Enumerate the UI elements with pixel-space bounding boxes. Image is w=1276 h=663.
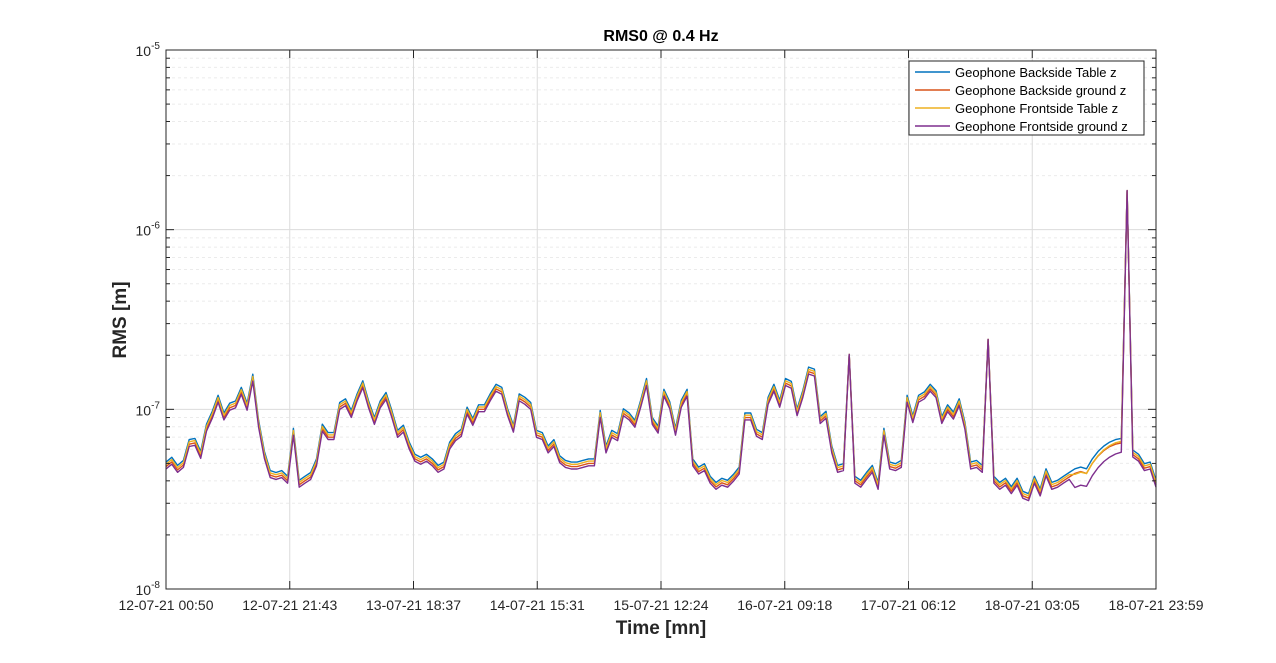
x-tick-label: 13-07-21 18:37	[366, 597, 461, 613]
legend-box	[908, 60, 1145, 136]
legend-entry: Geophone Backside ground z	[955, 83, 1126, 98]
y-tick-label: 10-5	[136, 41, 161, 59]
chart-title: RMS0 @ 0.4 Hz	[603, 28, 718, 45]
legend-entry: Geophone Frontside ground z	[955, 119, 1128, 134]
x-tick-label: 17-07-21 06:12	[861, 597, 956, 613]
series-line-4	[165, 189, 1157, 502]
x-tick-labels: 12-07-21 00:50 12-07-21 21:43 13-07-21 18:…	[119, 597, 1204, 613]
x-axis-label: Time [mn]	[616, 618, 706, 639]
legend-entry: Geophone Backside Table z	[955, 65, 1117, 80]
series-lines	[165, 189, 1157, 502]
y-axis-label: RMS [m]	[110, 281, 131, 358]
x-tick-label: 18-07-21 23:59	[1109, 597, 1204, 613]
y-tick-label: 10-6	[136, 221, 161, 239]
y-tick-label: 10-8	[136, 580, 161, 598]
axis-ticks	[165, 49, 1157, 590]
x-tick-label: 14-07-21 15:31	[490, 597, 585, 613]
x-tick-label: 12-07-21 00:50	[119, 597, 214, 613]
x-tick-label: 18-07-21 03:05	[985, 597, 1080, 613]
x-tick-label: 15-07-21 12:24	[614, 597, 709, 613]
legend-entry: Geophone Frontside Table z	[955, 101, 1118, 116]
y-tick-labels: 10-8 10-7 10-6 10-5	[136, 41, 161, 598]
x-tick-label: 16-07-21 09:18	[737, 597, 832, 613]
y-tick-label: 10-7	[136, 400, 161, 418]
legend[interactable]: Geophone Backside Table z Geophone Backsi…	[908, 60, 1145, 136]
x-tick-label: 12-07-21 21:43	[242, 597, 337, 613]
